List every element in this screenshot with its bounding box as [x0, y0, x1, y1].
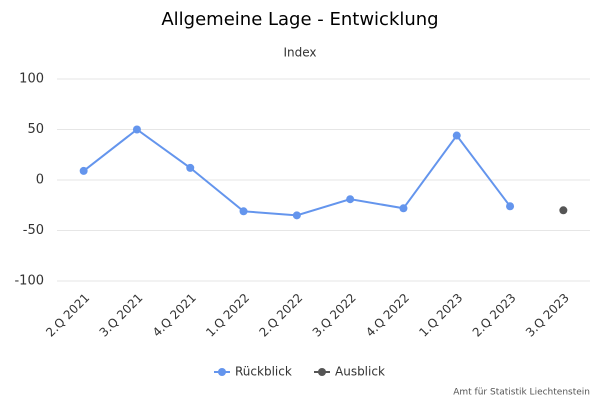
data-point — [559, 206, 568, 215]
data-point — [452, 131, 461, 140]
x-tick-label: 3.Q 2023 — [523, 291, 572, 340]
legend-label[interactable]: Ausblick — [335, 365, 385, 379]
chart-subtitle: Index — [283, 46, 316, 60]
y-tick-label: 50 — [27, 122, 44, 137]
chart-title: Allgemeine Lage - Entwicklung — [161, 9, 438, 30]
data-point — [186, 163, 195, 172]
x-tick-label: 3.Q 2021 — [97, 291, 146, 340]
x-tick-label: 4.Q 2021 — [150, 291, 199, 340]
y-tick-label: -100 — [14, 274, 44, 289]
series-line — [83, 128, 511, 217]
y-tick-label: 100 — [19, 72, 44, 87]
x-tick-label: 2.Q 2021 — [43, 291, 92, 340]
y-tick-label: -50 — [23, 223, 44, 238]
legend-symbol[interactable] — [318, 368, 326, 376]
x-tick-label: 2.Q 2022 — [256, 291, 305, 340]
x-tick-label: 1.Q 2023 — [416, 291, 465, 340]
x-tick-label: 1.Q 2022 — [203, 291, 252, 340]
data-point — [506, 202, 515, 211]
data-point — [292, 211, 301, 220]
data-point — [79, 166, 88, 175]
x-tick-label: 2.Q 2023 — [470, 291, 519, 340]
data-point — [132, 125, 141, 134]
y-tick-label: 0 — [36, 173, 44, 188]
x-tick-label: 4.Q 2022 — [363, 291, 412, 340]
legend-symbol[interactable] — [218, 368, 226, 376]
x-tick-label: 3.Q 2022 — [310, 291, 359, 340]
legend-label[interactable]: Rückblick — [235, 365, 292, 379]
credits: Amt für Statistik Liechtenstein — [453, 388, 590, 398]
data-point — [399, 204, 408, 213]
data-point — [239, 207, 248, 216]
data-point — [346, 195, 355, 204]
